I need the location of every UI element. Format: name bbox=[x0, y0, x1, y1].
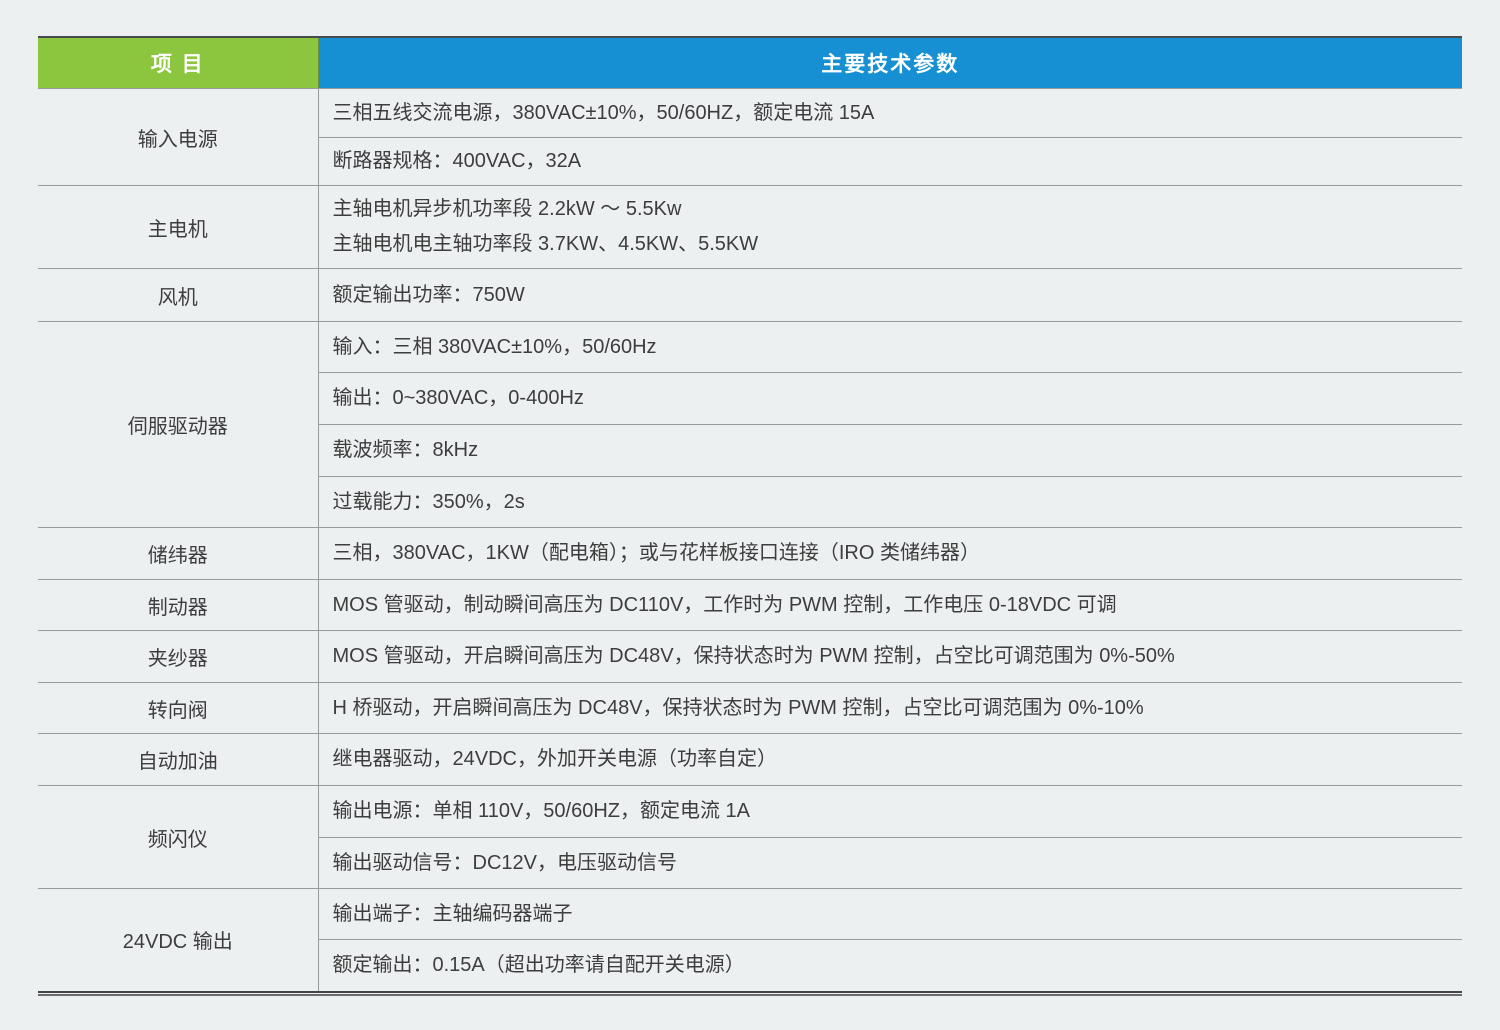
spec-table-container: 项 目 主要技术参数 输入电源 三相五线交流电源，380VAC±10%，50/6… bbox=[38, 36, 1462, 996]
item-cell-auto-oiling: 自动加油 bbox=[38, 733, 319, 786]
item-cell-yarn-clamp: 夹纱器 bbox=[38, 630, 319, 683]
spec-row: 转向阀 H 桥驱动，开启瞬间高压为 DC48V，保持状态时为 PWM 控制，占空… bbox=[38, 682, 1462, 734]
item-cell-fan: 风机 bbox=[38, 268, 319, 322]
item-cell-brake: 制动器 bbox=[38, 579, 319, 631]
spec-cell: 断路器规格：400VAC，32A bbox=[318, 137, 1462, 186]
spec-row: 载波频率：8kHz bbox=[38, 424, 1462, 477]
item-cell-input-power: 输入电源 bbox=[38, 88, 319, 186]
spec-cell: 三相五线交流电源，380VAC±10%，50/60HZ，额定电流 15A bbox=[318, 88, 1462, 138]
spec-row: 过载能力：350%，2s bbox=[38, 476, 1462, 528]
spec-row: 24VDC 输出 输出端子：主轴编码器端子 bbox=[38, 888, 1462, 991]
spec-row: 风机 额定输出功率：750W bbox=[38, 268, 1462, 322]
spec-row: 自动加油 继电器驱动，24VDC，外加开关电源（功率自定） bbox=[38, 733, 1462, 786]
spec-row: 输入电源 三相五线交流电源，380VAC±10%，50/60HZ，额定电流 15… bbox=[38, 88, 1462, 186]
spec-cell: 额定输出：0.15A（超出功率请自配开关电源） bbox=[332, 953, 745, 976]
item-cell-24vdc-output: 24VDC 输出 bbox=[38, 888, 319, 991]
spec-cell: H 桥驱动，开启瞬间高压为 DC48V，保持状态时为 PWM 控制，占空比可调范… bbox=[318, 682, 1462, 734]
table-top-rule bbox=[38, 36, 1462, 38]
item-cell-main-motor: 主电机 bbox=[38, 185, 319, 269]
header-row: 项 目 主要技术参数 bbox=[38, 38, 1462, 89]
spec-row: 制动器 MOS 管驱动，制动瞬间高压为 DC110V，工作时为 PWM 控制，工… bbox=[38, 579, 1462, 631]
item-cell-weft-accumulator: 储纬器 bbox=[38, 527, 319, 580]
spec-row: 断路器规格：400VAC，32A bbox=[38, 137, 1462, 186]
spec-cell: 三相，380VAC，1KW（配电箱）；或与花样板接口连接（IRO 类储纬器） bbox=[318, 527, 1462, 580]
spec-row: 伺服驱动器 输入：三相 380VAC±10%，50/60Hz bbox=[38, 321, 1462, 528]
spec-cell: 载波频率：8kHz bbox=[318, 424, 1462, 477]
spec-row: 输出驱动信号：DC12V，电压驱动信号 bbox=[38, 837, 1462, 889]
spec-cell: 输入：三相 380VAC±10%，50/60Hz bbox=[318, 321, 1462, 373]
spec-row: 频闪仪 输出电源：单相 110V，50/60HZ，额定电流 1A bbox=[38, 785, 1462, 889]
spec-row: 夹纱器 MOS 管驱动，开启瞬间高压为 DC48V，保持状态时为 PWM 控制，… bbox=[38, 630, 1462, 683]
spec-cell: 主轴电机异步机功率段 2.2kW ～ 5.5Kw 主轴电机电主轴功率段 3.7K… bbox=[318, 185, 1462, 269]
spec-cell: 过载能力：350%，2s bbox=[318, 476, 1462, 528]
spec-cell: MOS 管驱动，开启瞬间高压为 DC48V，保持状态时为 PWM 控制，占空比可… bbox=[318, 630, 1462, 683]
spec-cell: 输出驱动信号：DC12V，电压驱动信号 bbox=[318, 837, 1462, 889]
spec-cell: 额定输出功率：750W bbox=[318, 268, 1462, 322]
spec-cell: 输出：0~380VAC，0-400Hz bbox=[318, 372, 1462, 425]
item-column-header: 项 目 bbox=[38, 38, 319, 89]
param-column-header: 主要技术参数 bbox=[318, 38, 1462, 89]
spec-cell: 继电器驱动，24VDC，外加开关电源（功率自定） bbox=[318, 733, 1462, 786]
spec-row: 主电机 主轴电机异步机功率段 2.2kW ～ 5.5Kw 主轴电机电主轴功率段 … bbox=[38, 185, 1462, 269]
spec-row: 储纬器 三相，380VAC，1KW（配电箱）；或与花样板接口连接（IRO 类储纬… bbox=[38, 527, 1462, 580]
spec-row: 输出：0~380VAC，0-400Hz bbox=[38, 372, 1462, 425]
table-bottom-rule bbox=[38, 990, 1462, 996]
item-cell-steering-valve: 转向阀 bbox=[38, 682, 319, 734]
spec-row: 额定输出：0.15A（超出功率请自配开关电源） bbox=[38, 940, 1462, 991]
spec-cell: MOS 管驱动，制动瞬间高压为 DC110V，工作时为 PWM 控制，工作电压 … bbox=[318, 579, 1462, 631]
spec-cell: 输出电源：单相 110V，50/60HZ，额定电流 1A bbox=[318, 785, 1462, 838]
spec-cell: 输出端子：主轴编码器端子 bbox=[318, 888, 1462, 940]
technical-spec-table: 项 目 主要技术参数 输入电源 三相五线交流电源，380VAC±10%，50/6… bbox=[38, 38, 1462, 991]
item-cell-servo-drive: 伺服驱动器 bbox=[38, 321, 319, 528]
item-cell-stroboscope: 频闪仪 bbox=[38, 785, 319, 889]
